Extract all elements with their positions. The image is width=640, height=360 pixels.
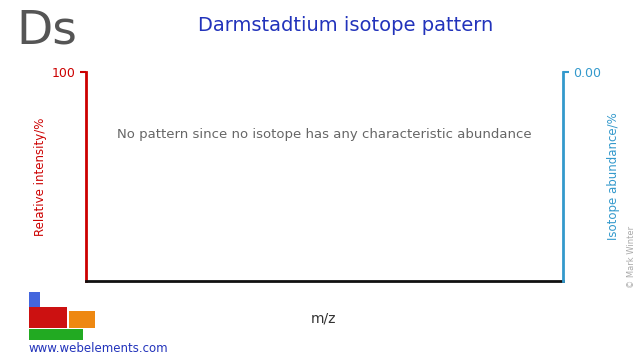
Text: No pattern since no isotope has any characteristic abundance: No pattern since no isotope has any char… — [118, 128, 532, 141]
Text: www.webelements.com: www.webelements.com — [29, 342, 168, 355]
Text: Ds: Ds — [16, 9, 77, 54]
Text: m/z: m/z — [310, 312, 336, 325]
Y-axis label: Isotope abundance/%: Isotope abundance/% — [607, 113, 620, 240]
Text: Darmstadtium isotope pattern: Darmstadtium isotope pattern — [198, 16, 493, 35]
Y-axis label: Relative intensity/%: Relative intensity/% — [33, 117, 47, 235]
Text: © Mark Winter: © Mark Winter — [627, 226, 636, 288]
